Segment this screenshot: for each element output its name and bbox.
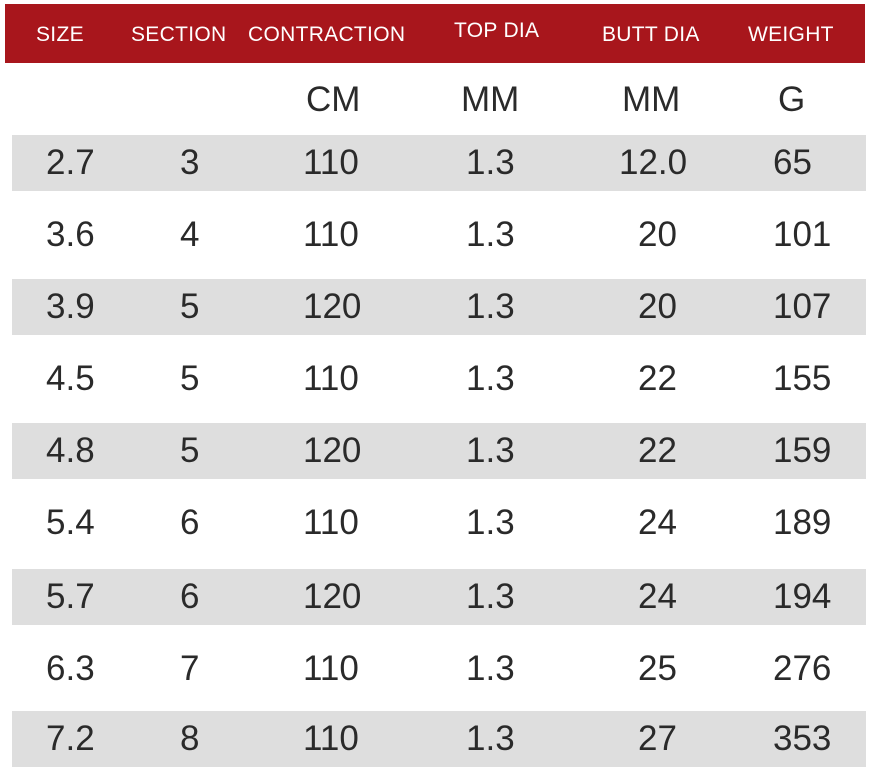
cell-butt-dia: 20: [638, 287, 677, 326]
cell-weight: 155: [773, 359, 832, 398]
cell-top-dia: 1.3: [466, 143, 515, 182]
cell-size: 5.4: [46, 503, 95, 542]
cell-top-dia: 1.3: [466, 719, 515, 758]
cell-butt-dia: 20: [638, 215, 677, 254]
table-row: 5.4 6 110 1.3 24 189: [0, 495, 880, 551]
row-background: [12, 495, 866, 551]
cell-section: 5: [180, 431, 200, 470]
cell-top-dia: 1.3: [466, 215, 515, 254]
cell-section: 5: [180, 287, 200, 326]
cell-contraction: 120: [303, 287, 362, 326]
cell-size: 7.2: [46, 719, 95, 758]
unit-top-dia: MM: [461, 80, 520, 119]
cell-section: 3: [180, 143, 200, 182]
cell-contraction: 110: [303, 503, 359, 542]
cell-top-dia: 1.3: [466, 649, 515, 688]
cell-top-dia: 1.3: [466, 431, 515, 470]
cell-weight: 353: [773, 719, 832, 758]
cell-size: 3.6: [46, 215, 95, 254]
cell-contraction: 110: [303, 719, 359, 758]
unit-weight: G: [778, 80, 806, 119]
cell-top-dia: 1.3: [466, 503, 515, 542]
row-background: [12, 569, 866, 625]
table-row: 4.8 5 120 1.3 22 159: [0, 423, 880, 479]
cell-contraction: 110: [303, 215, 359, 254]
row-background: [12, 423, 866, 479]
table-row: 6.3 7 110 1.3 25 276: [0, 641, 880, 697]
unit-contraction: CM: [306, 80, 361, 119]
cell-section: 8: [180, 719, 200, 758]
cell-top-dia: 1.3: [466, 359, 515, 398]
cell-top-dia: 1.3: [466, 287, 515, 326]
cell-weight: 276: [773, 649, 832, 688]
table-row: 7.2 8 110 1.3 27 353: [0, 711, 880, 767]
cell-butt-dia: 24: [638, 577, 677, 616]
cell-size: 4.5: [46, 359, 95, 398]
cell-section: 6: [180, 577, 200, 616]
table-row: 3.6 4 110 1.3 20 101: [0, 207, 880, 263]
cell-section: 5: [180, 359, 200, 398]
cell-weight: 194: [773, 577, 832, 616]
cell-weight: 107: [773, 287, 832, 326]
row-background: [12, 351, 866, 407]
cell-contraction: 120: [303, 431, 362, 470]
table-row: 4.5 5 110 1.3 22 155: [0, 351, 880, 407]
row-background: [12, 135, 866, 191]
header-top-dia: TOP DIA: [454, 19, 540, 42]
cell-size: 4.8: [46, 431, 95, 470]
cell-contraction: 120: [303, 577, 362, 616]
cell-butt-dia: 24: [638, 503, 677, 542]
cell-size: 5.7: [46, 577, 95, 616]
cell-section: 6: [180, 503, 200, 542]
table-row: 2.7 3 110 1.3 12.0 65: [0, 135, 880, 191]
cell-section: 4: [180, 215, 200, 254]
cell-weight: 159: [773, 431, 832, 470]
header-size: SIZE: [36, 23, 84, 46]
cell-contraction: 110: [303, 143, 359, 182]
row-background: [12, 207, 866, 263]
cell-size: 6.3: [46, 649, 95, 688]
cell-butt-dia: 12.0: [619, 143, 688, 182]
unit-butt-dia: MM: [622, 80, 681, 119]
cell-size: 3.9: [46, 287, 95, 326]
cell-weight: 189: [773, 503, 832, 542]
header-contraction: CONTRACTION: [248, 23, 406, 46]
row-background: [12, 711, 866, 767]
table-row: 5.7 6 120 1.3 24 194: [0, 569, 880, 625]
cell-butt-dia: 22: [638, 431, 677, 470]
cell-weight: 65: [773, 143, 812, 182]
table-header: SIZE SECTION CONTRACTION TOP DIA BUTT DI…: [5, 4, 865, 63]
cell-butt-dia: 27: [638, 719, 677, 758]
cell-top-dia: 1.3: [466, 577, 515, 616]
cell-size: 2.7: [46, 143, 95, 182]
row-background: [12, 641, 866, 697]
header-weight: WEIGHT: [748, 23, 834, 46]
cell-butt-dia: 25: [638, 649, 677, 688]
header-butt-dia: BUTT DIA: [602, 23, 700, 46]
cell-contraction: 110: [303, 649, 359, 688]
table-row: 3.9 5 120 1.3 20 107: [0, 279, 880, 335]
cell-contraction: 110: [303, 359, 359, 398]
row-background: [12, 279, 866, 335]
cell-butt-dia: 22: [638, 359, 677, 398]
cell-weight: 101: [773, 215, 832, 254]
cell-section: 7: [180, 649, 200, 688]
header-section: SECTION: [131, 23, 227, 46]
